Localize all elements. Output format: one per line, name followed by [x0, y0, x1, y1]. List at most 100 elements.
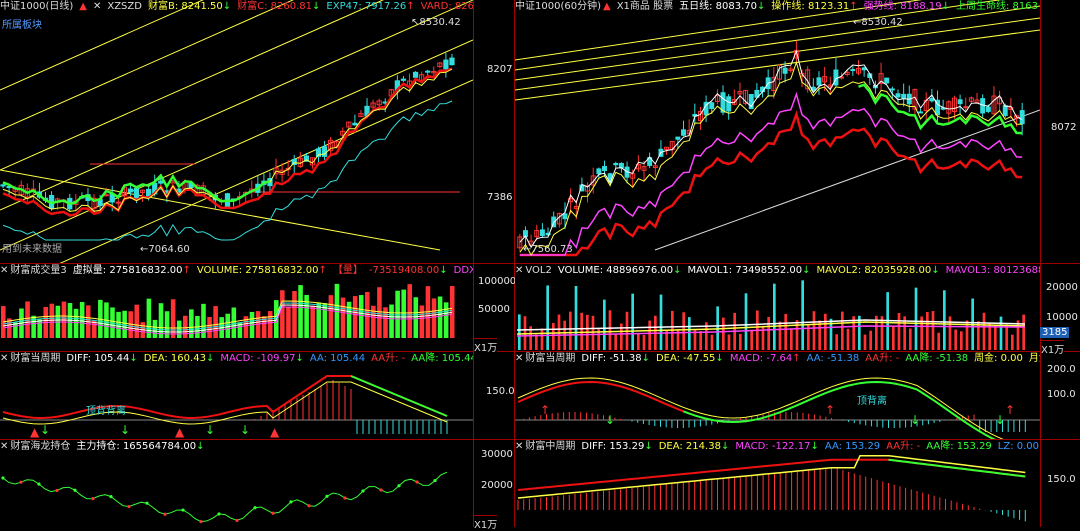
right-price-candle	[748, 93, 754, 110]
right-price-high-label: ←8530.42	[853, 17, 903, 28]
right-vol-indicator-1: MAVOL1: 73498552.00	[687, 265, 803, 276]
right-volume-title: VOL2	[525, 265, 552, 276]
left-price-panel[interactable]: 中证1000(日线) ▲ ✕ XZSZD 财富B: 8241.50↓ 财富C: 8260.…	[0, 0, 473, 263]
volume-bar	[395, 290, 400, 338]
volume-bar	[546, 285, 549, 350]
left-price-code: XZSZD	[107, 1, 142, 12]
left-price-chart[interactable]	[0, 0, 473, 263]
volume-bar	[122, 310, 127, 338]
mavol1-line	[516, 319, 1026, 331]
left-pos-indicator-0: 主力持仓: 165564784.00	[76, 441, 197, 452]
right-price-candle	[1008, 107, 1014, 110]
right-price-candle	[997, 97, 1003, 105]
volume-bar	[744, 293, 748, 350]
right-price-candle	[545, 232, 551, 236]
volume-bar	[346, 301, 352, 338]
left-macd-chart[interactable]: ↓ ↓ ↓ ↓▲ ▲ ▲	[0, 352, 473, 439]
left-volume-header: ✕ 财富成交量3 虚拟量: 275816832.00↑ VOLUME: 2758168…	[0, 264, 473, 278]
right-macd-chart[interactable]: ↓ ↓ ↓↑ ↑ ↑	[515, 352, 1040, 439]
left-price-note-top[interactable]: 所属板块	[2, 20, 42, 31]
right-price-header: 中证1000(60分钟) ▲ X1商品 股票 五日线: 8083.70↓ 操作线: 81…	[515, 0, 1040, 14]
left-price-note-bottom: 用到未来数据	[2, 244, 62, 255]
aa-down-line	[888, 458, 1026, 478]
up-arrow-icon: ↑	[540, 403, 550, 417]
right-mid-indicator-3: AA: 153.29	[824, 441, 881, 452]
close-icon[interactable]: ✕	[0, 353, 9, 364]
down-arrow-icon: ↓	[605, 413, 615, 427]
right-price-tick-2: 8072	[1051, 122, 1077, 133]
trend-line	[515, 0, 1003, 71]
arrow-up-icon: ↑	[406, 1, 415, 12]
left-price-candle	[115, 201, 121, 204]
left-macd-panel[interactable]: ↓ ↓ ↓ ↓ ▲ ▲ ▲ ✕ 财富当周期 DIFF: 105.44↓ DEA: 160.43↓ M…	[0, 352, 473, 439]
right-price-candle	[517, 236, 523, 249]
close-icon[interactable]: ✕	[515, 353, 524, 364]
arrow-down-icon: ↓	[129, 353, 138, 364]
right-volume-chart[interactable]	[515, 264, 1040, 351]
left-macd-indicator-3: AA: 105.44	[309, 353, 366, 364]
left-macd-header: ✕ 财富当周期 DIFF: 105.44↓ DEA: 160.43↓ MACD: -10…	[0, 352, 473, 366]
volume-bar	[909, 328, 912, 350]
right-midcycle-panel[interactable]: ✕ 财富中周期 DIFF: 153.29↓ DEA: 214.38↓ MACD: -12…	[515, 440, 1040, 527]
right-vol-indicator-2: MAVOL2: 82035928.00	[816, 265, 932, 276]
right-volume-panel[interactable]: ✕ VOL2 VOLUME: 48896976.00↓ MAVOL1: 7349855…	[515, 264, 1040, 351]
volume-bar	[569, 311, 572, 350]
right-mid-indicator-6: LZ: 0.00	[997, 441, 1040, 452]
volume-bar	[176, 320, 182, 338]
volume-bar	[778, 321, 782, 350]
left-volume-panel[interactable]: ✕ 财富成交量3 虚拟量: 275816832.00↑ VOLUME: 2758168…	[0, 264, 473, 351]
volume-bar	[79, 302, 85, 338]
volume-bar	[659, 294, 663, 350]
volume-bar	[110, 307, 115, 338]
volume-bar	[727, 334, 731, 350]
right-price-candle	[963, 106, 969, 109]
volume-bar	[352, 296, 358, 338]
aa-up-line	[517, 380, 684, 413]
down-arrow-icon: ↓	[40, 423, 50, 437]
volume-ma-yellow	[2, 300, 453, 329]
left-macd-indicator-1: DEA: 160.43	[143, 353, 206, 364]
right-midcycle-tick-1: 150.0	[1047, 474, 1076, 485]
diff-line	[517, 458, 1026, 491]
close-icon[interactable]: ✕	[0, 265, 9, 276]
left-position-panel[interactable]: ✕ 财富海龙持仓 主力持仓: 165564784.00↓	[0, 440, 473, 527]
left-price-candle	[127, 188, 134, 193]
volume-bar	[322, 303, 328, 338]
right-price-candle	[901, 93, 907, 99]
arrow-down-icon: ↓	[802, 265, 811, 276]
right-macd-tick-1: 200.0	[1047, 364, 1076, 375]
volume-bar	[37, 319, 42, 338]
dea-line	[517, 377, 1004, 439]
position-marker	[145, 501, 149, 505]
left-volume-chart[interactable]	[0, 264, 473, 351]
ma-red-line	[2, 67, 453, 217]
close-icon[interactable]: ✕	[0, 441, 9, 452]
up-arrow-icon: ▲	[79, 1, 87, 12]
right-price-chart[interactable]	[515, 0, 1040, 263]
position-marker	[217, 512, 221, 516]
trend-line	[0, 39, 473, 251]
close-icon[interactable]: ✕	[515, 441, 524, 452]
right-price-candle	[534, 230, 540, 238]
volume-bar	[801, 280, 804, 350]
right-price-panel[interactable]: 中证1000(60分钟) ▲ X1商品 股票 五日线: 8083.70↓ 操作线: 81…	[515, 0, 1040, 263]
right-volume-current-tick: 3185	[1040, 327, 1070, 338]
arrow-down-icon: ↓	[641, 353, 650, 364]
left-position-chart[interactable]	[0, 440, 473, 527]
right-price-candle	[641, 166, 647, 171]
volume-bar	[146, 298, 152, 338]
right-midcycle-chart[interactable]	[515, 440, 1040, 527]
volume-bar	[948, 316, 952, 350]
right-price-candle	[652, 165, 658, 168]
volume-bar	[648, 320, 651, 350]
right-macd-panel[interactable]: ↓ ↓ ↓ ↑ ↑ ↑ ✕ 财富当周期 DIFF: -51.38↓ DEA: -47.55↓ MA…	[515, 352, 1040, 439]
position-marker	[307, 504, 311, 508]
right-volume-header: ✕ VOL2 VOLUME: 48896976.00↓ MAVOL1: 7349855…	[515, 264, 1040, 278]
volume-bar	[603, 299, 606, 350]
right-price-candle	[743, 89, 749, 104]
close-icon[interactable]: ✕	[515, 265, 524, 276]
volume-bar	[31, 315, 36, 338]
close-icon[interactable]: ✕	[92, 1, 102, 12]
right-volume-tick-1: 20000	[1046, 282, 1078, 293]
